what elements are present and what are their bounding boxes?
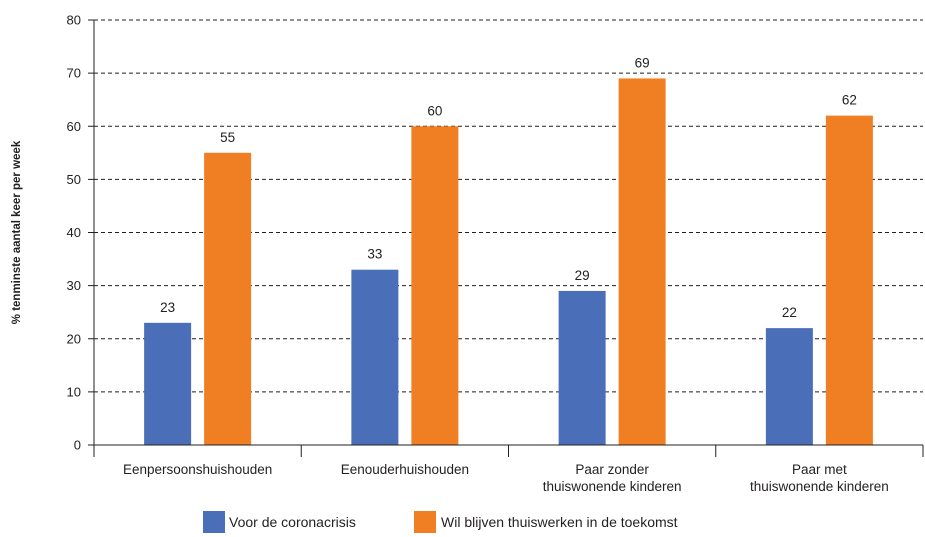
data-label: 62 [842,93,857,108]
gridlines [94,19,923,393]
bars [144,78,873,445]
bar [204,152,252,445]
y-tick-label: 10 [67,384,81,399]
legend-label: Voor de coronacrisis [229,514,356,530]
y-tick-label: 20 [67,331,81,346]
axes: 0 10 20 30 40 50 60 70 80 Eenpersoonshuishouden Ee… [67,13,924,494]
y-tick-label: 0 [74,438,81,453]
data-label: 60 [427,103,442,118]
y-tick-label: 30 [67,278,81,293]
bar [765,328,813,445]
legend: Voor de coronacrisis Wil blijven thuiswer… [203,511,678,533]
bar [558,290,606,445]
data-label: 55 [220,130,235,145]
bar [618,78,666,445]
data-label: 29 [575,268,590,283]
category-label: Eenpersoonshuishouden [123,462,272,477]
y-axis-label: % tenminste aantal keer per week [11,140,23,324]
data-label: 69 [635,55,650,70]
category-label: Paar met [792,462,847,477]
y-tick-label: 50 [67,172,81,187]
category-label: thuiswonende kinderen [750,479,889,494]
y-tick-label: 60 [67,119,81,134]
data-label: 23 [160,300,175,315]
data-labels: 23 55 33 60 29 69 22 62 [160,55,857,320]
category-label: thuiswonende kinderen [543,479,682,494]
bar [351,269,399,445]
legend-swatch [414,511,436,533]
y-tick-label: 40 [67,225,81,240]
legend-swatch [203,511,225,533]
bar [825,115,873,445]
y-tick-label: 70 [67,66,81,81]
bar [144,322,192,445]
bar [411,126,459,445]
legend-label: Wil blijven thuiswerken in de toekomst [441,514,678,530]
data-label: 22 [782,305,797,320]
y-tick-label: 80 [67,13,81,28]
category-label: Paar zonder [575,462,649,477]
category-label: Eenouderhuishouden [341,462,469,477]
data-label: 33 [367,247,382,262]
